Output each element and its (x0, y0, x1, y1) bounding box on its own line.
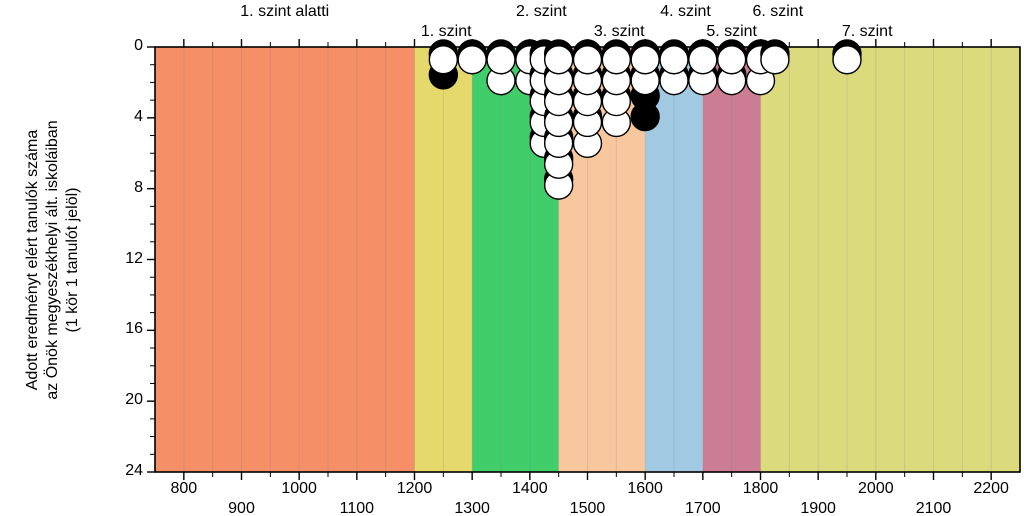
white-dot (602, 46, 630, 74)
level-label: 4. szint (660, 3, 711, 21)
x-tick-label: 2100 (916, 500, 952, 516)
x-tick-label: 1300 (454, 500, 490, 516)
x-tick-label: 900 (228, 500, 255, 516)
white-dot (660, 46, 688, 74)
y-axis-title-line: Adott eredményt elért tanulók száma (24, 129, 42, 390)
level-label: 3. szint (594, 23, 645, 41)
level-label: 1. szint (421, 23, 472, 41)
x-tick-label: 800 (170, 480, 197, 498)
chart-container: 0 4 8 12 16 20 24 800 1000 1200 1400 1600 1800 2000 22… (0, 0, 1024, 516)
white-dot (631, 46, 659, 74)
white-dot (718, 46, 746, 74)
x-tick-label: 1700 (685, 500, 721, 516)
white-dot (487, 46, 515, 74)
y-axis-title-line: az Önök megyeszékhelyi ált. iskoláiban (44, 120, 62, 399)
y-tick-label: 8 (134, 179, 143, 197)
level-label: 2. szint (516, 3, 567, 21)
white-dot (833, 46, 861, 74)
y-tick-label: 4 (134, 108, 143, 126)
y-tick-label: 0 (134, 37, 143, 55)
level-label: 5. szint (706, 23, 757, 41)
x-tick-label: 1400 (512, 480, 548, 498)
y-tick-label: 16 (125, 320, 143, 338)
y-tick-label: 12 (125, 250, 143, 268)
x-tick-label: 1000 (281, 480, 317, 498)
white-dot (689, 46, 717, 74)
x-tick-label: 1200 (397, 480, 433, 498)
y-tick-label: 20 (125, 391, 143, 409)
x-tick-label: 1900 (800, 500, 836, 516)
white-dot (574, 46, 602, 74)
white-dot (545, 46, 573, 74)
white-dot (429, 46, 457, 74)
x-tick-label: 1600 (627, 480, 663, 498)
x-tick-label: 1100 (340, 500, 374, 516)
chart-svg (0, 0, 1024, 516)
x-tick-label: 2000 (858, 480, 894, 498)
white-dot (458, 46, 486, 74)
level-label: 1. szint alatti (240, 3, 329, 21)
y-tick-label: 24 (125, 462, 143, 480)
x-tick-label: 2200 (973, 480, 1009, 498)
x-tick-label: 1800 (743, 480, 779, 498)
x-tick-label: 1500 (570, 500, 606, 516)
y-axis-title-line: (1 kör 1 tanulót jelöl) (64, 187, 82, 332)
level-label: 7. szint (842, 23, 893, 41)
white-dot (761, 46, 789, 74)
level-label: 6. szint (752, 3, 803, 21)
